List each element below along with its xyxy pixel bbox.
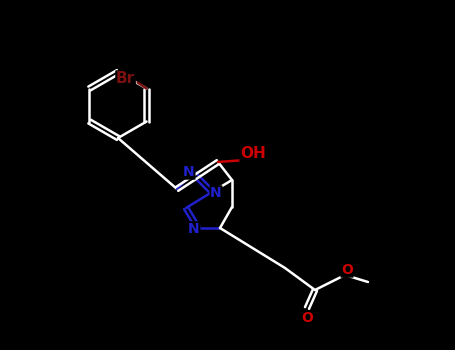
Text: O: O xyxy=(341,263,353,277)
Text: N: N xyxy=(183,165,195,179)
Text: OH: OH xyxy=(240,147,266,161)
Text: O: O xyxy=(301,311,313,325)
Text: Br: Br xyxy=(116,71,135,86)
Text: N: N xyxy=(210,186,222,200)
Text: N: N xyxy=(188,222,200,236)
